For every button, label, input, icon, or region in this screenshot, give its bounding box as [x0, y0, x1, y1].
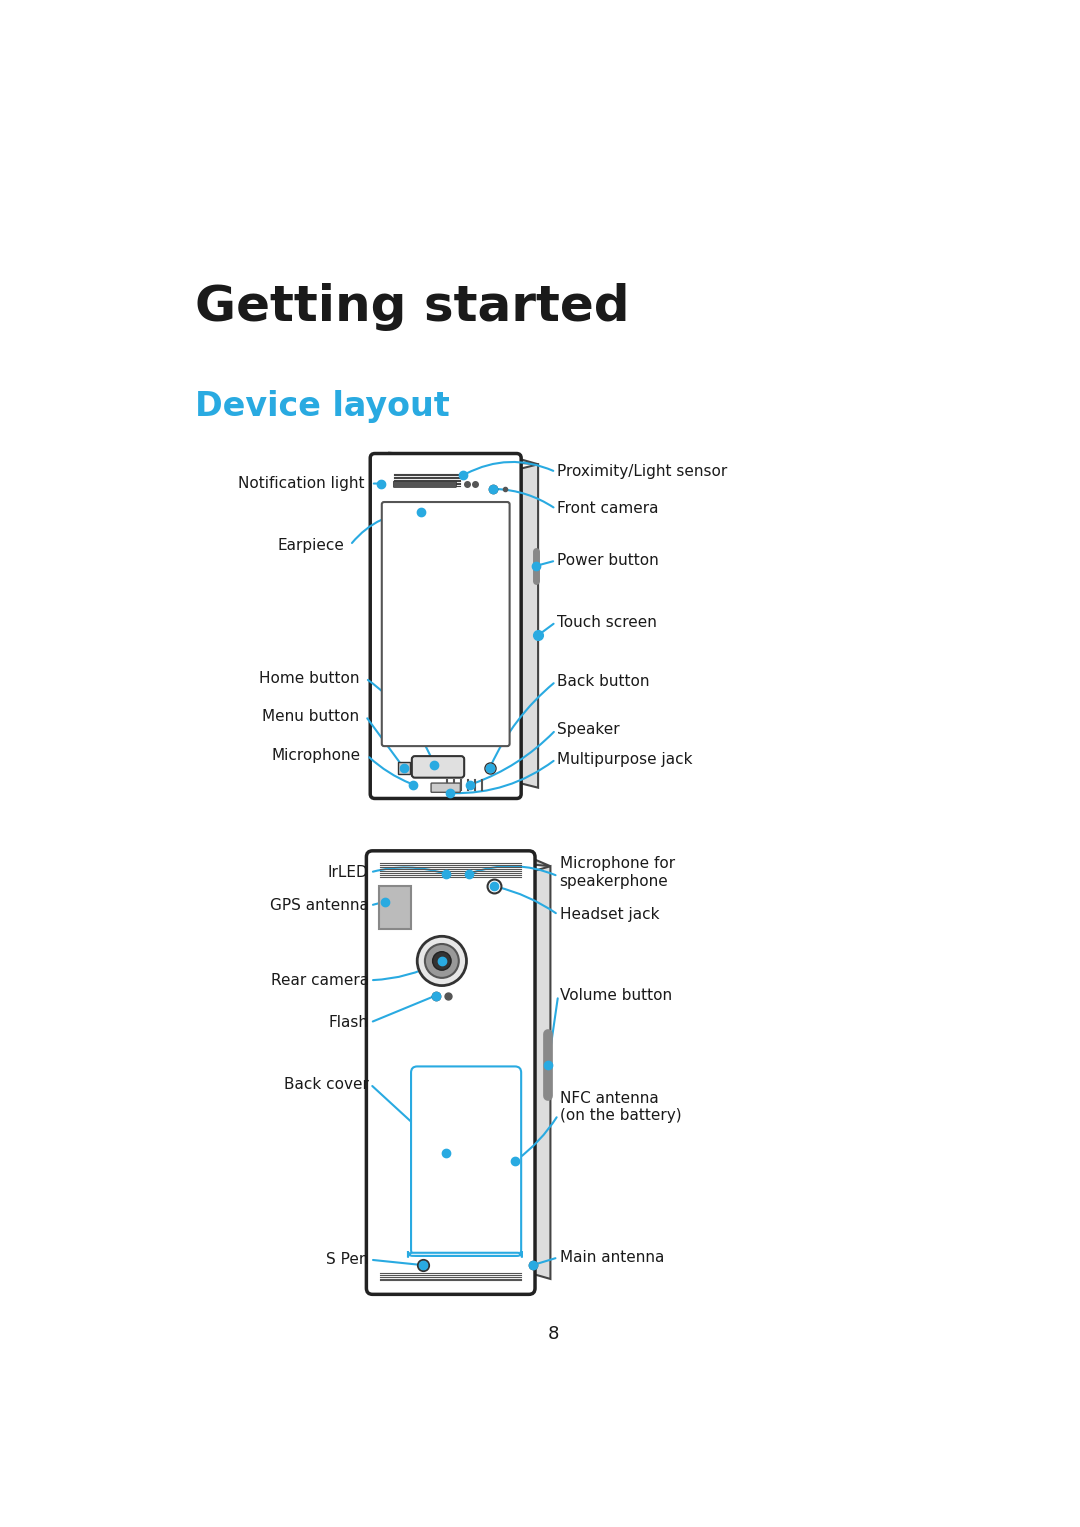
Text: Microphone: Microphone [272, 748, 361, 764]
Text: Main antenna: Main antenna [559, 1251, 664, 1264]
Circle shape [433, 951, 451, 970]
Text: Back cover: Back cover [284, 1077, 368, 1092]
Text: Getting started: Getting started [195, 284, 630, 331]
Text: Headset jack: Headset jack [559, 907, 659, 922]
Text: Notification light: Notification light [239, 476, 365, 492]
Text: Microphone for
speakerphone: Microphone for speakerphone [559, 857, 675, 889]
Text: Rear camera: Rear camera [271, 973, 368, 988]
Text: Device layout: Device layout [195, 389, 450, 423]
FancyBboxPatch shape [366, 851, 535, 1295]
Polygon shape [380, 851, 551, 866]
Text: Menu button: Menu button [262, 709, 360, 724]
Text: Earpiece: Earpiece [278, 538, 345, 553]
FancyBboxPatch shape [408, 1251, 522, 1257]
Polygon shape [529, 866, 551, 1280]
Text: GPS antenna: GPS antenna [270, 898, 368, 913]
FancyBboxPatch shape [370, 454, 522, 799]
Text: IrLED: IrLED [328, 864, 368, 880]
Text: NFC antenna
(on the battery): NFC antenna (on the battery) [559, 1090, 681, 1124]
FancyBboxPatch shape [431, 783, 460, 793]
Circle shape [424, 944, 459, 977]
Text: Touch screen: Touch screen [557, 615, 658, 629]
FancyBboxPatch shape [379, 886, 411, 928]
Text: Power button: Power button [557, 553, 659, 568]
Polygon shape [516, 464, 538, 788]
Text: Multipurpose jack: Multipurpose jack [557, 751, 693, 767]
Text: Proximity/Light sensor: Proximity/Light sensor [557, 464, 728, 479]
Text: Back button: Back button [557, 673, 650, 689]
Text: Front camera: Front camera [557, 501, 659, 516]
Text: Home button: Home button [259, 670, 360, 686]
Text: 8: 8 [548, 1325, 559, 1344]
Text: Flash: Flash [328, 1015, 368, 1031]
FancyBboxPatch shape [411, 756, 464, 777]
FancyBboxPatch shape [411, 1066, 522, 1255]
Circle shape [417, 936, 467, 985]
FancyBboxPatch shape [393, 481, 457, 487]
Polygon shape [382, 452, 538, 464]
Text: S Pen: S Pen [326, 1252, 368, 1267]
Text: Volume button: Volume button [559, 988, 672, 1003]
Text: Speaker: Speaker [557, 722, 620, 738]
FancyBboxPatch shape [382, 502, 510, 747]
